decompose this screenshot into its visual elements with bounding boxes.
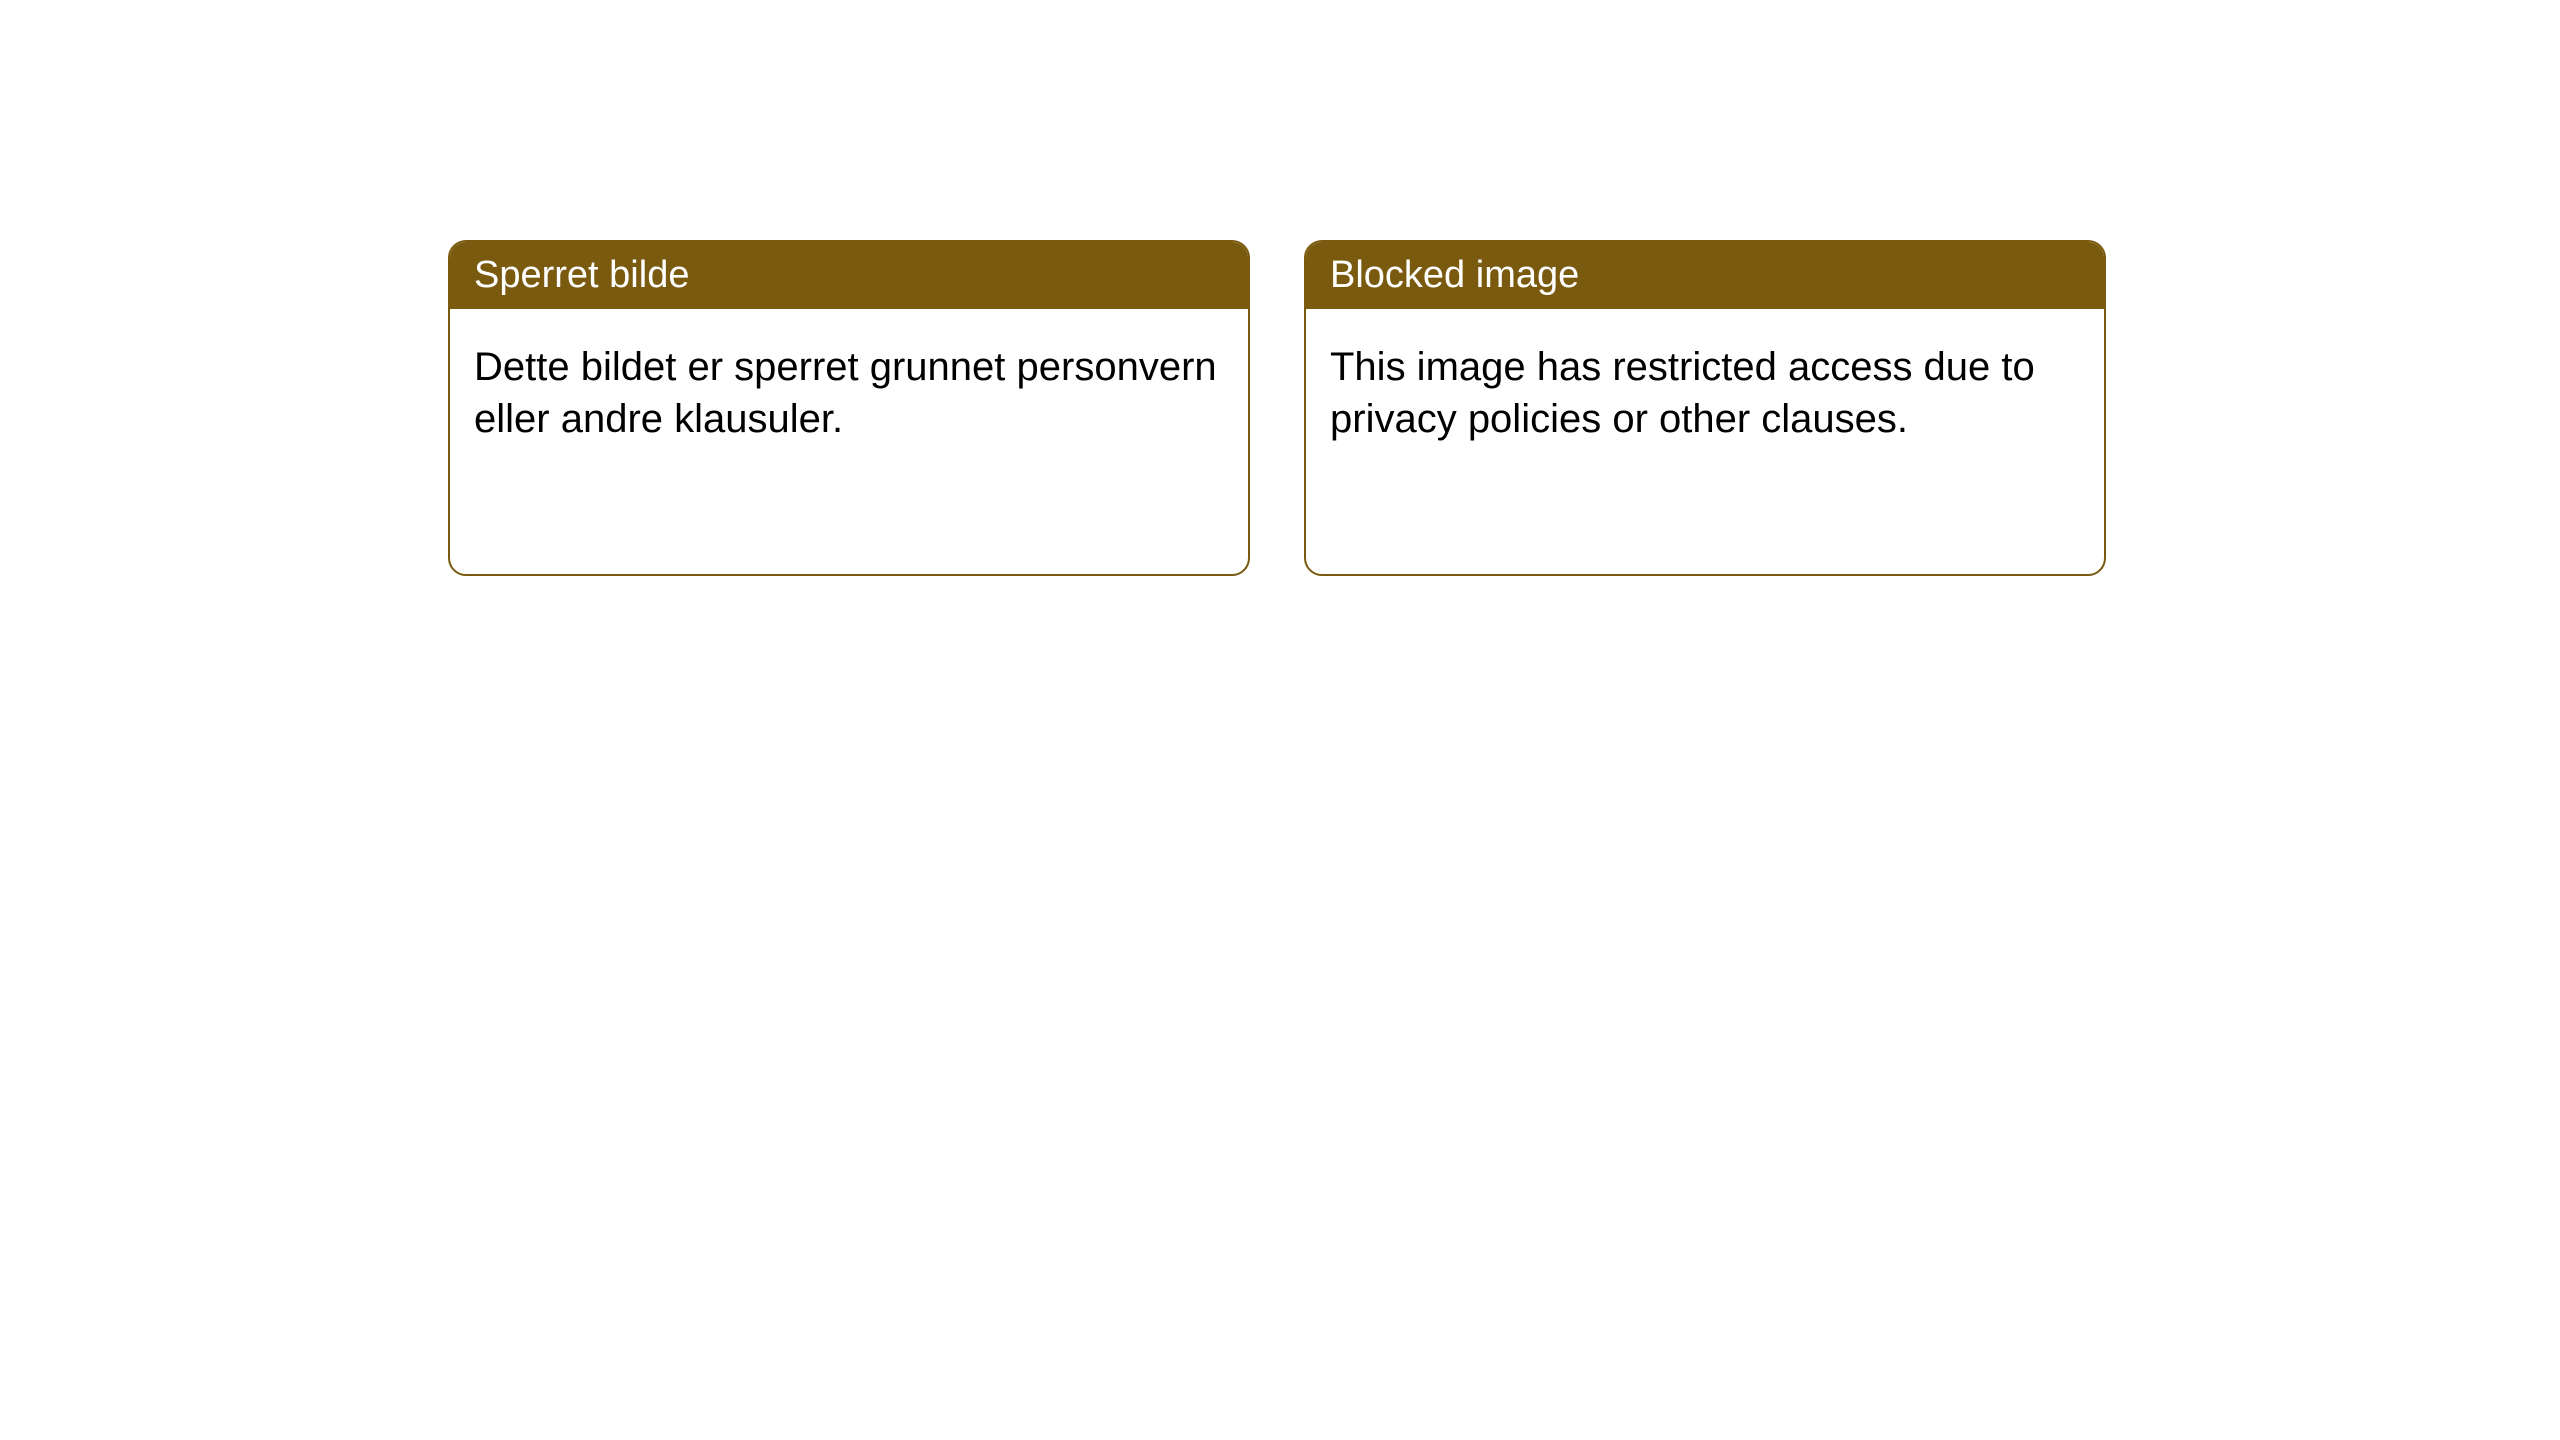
card-title-english: Blocked image [1330, 254, 1579, 296]
blocked-image-card-norwegian: Sperret bilde Dette bildet er sperret gr… [448, 240, 1250, 576]
card-body-norwegian: Dette bildet er sperret grunnet personve… [450, 309, 1248, 477]
card-title-norwegian: Sperret bilde [474, 254, 689, 296]
card-header-norwegian: Sperret bilde [450, 242, 1248, 309]
card-body-english: This image has restricted access due to … [1306, 309, 2104, 477]
card-message-norwegian: Dette bildet er sperret grunnet personve… [474, 345, 1217, 441]
blocked-image-card-english: Blocked image This image has restricted … [1304, 240, 2106, 576]
card-header-english: Blocked image [1306, 242, 2104, 309]
card-message-english: This image has restricted access due to … [1330, 345, 2035, 441]
card-container: Sperret bilde Dette bildet er sperret gr… [448, 240, 2106, 576]
